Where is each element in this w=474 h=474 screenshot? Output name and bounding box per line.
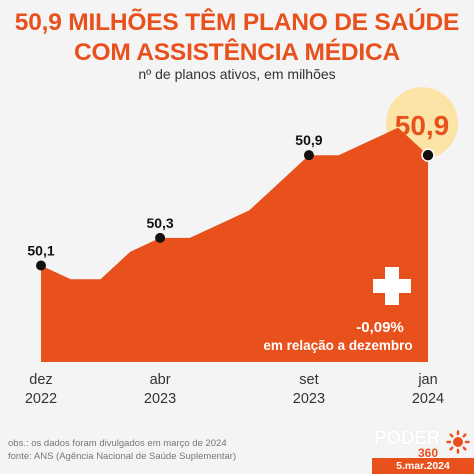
x-tick-year: 2023 bbox=[292, 391, 326, 407]
change-value: -0,09% bbox=[356, 319, 404, 336]
sun-icon bbox=[446, 430, 470, 454]
x-tick-year: 2024 bbox=[411, 391, 445, 407]
x-tick-month: set bbox=[299, 372, 319, 388]
data-label-1: 50,3 bbox=[146, 215, 173, 231]
data-label-0: 50,1 bbox=[27, 242, 54, 258]
data-point-2 bbox=[303, 150, 314, 161]
logo-number: 360 bbox=[418, 446, 439, 460]
poder360-logo: PODER 360 5.mar.2024 bbox=[372, 428, 474, 474]
plus-icon bbox=[373, 267, 411, 305]
note-source: fonte: ANS (Agência Nacional de Saúde Su… bbox=[8, 451, 237, 462]
title-line-2: COM ASSISTÊNCIA MÉDICA bbox=[74, 39, 400, 66]
x-tick-month: dez bbox=[29, 372, 53, 388]
data-point-0 bbox=[36, 260, 46, 271]
x-tick-1: abr 2023 bbox=[120, 371, 200, 409]
chart-subtitle: nº de planos ativos, em milhões bbox=[138, 66, 336, 82]
data-point-1 bbox=[155, 232, 166, 243]
x-tick-month: jan bbox=[418, 372, 438, 388]
x-tick-year: 2023 bbox=[143, 391, 177, 407]
area-series bbox=[41, 127, 428, 362]
x-tick-3: jan 2024 bbox=[388, 371, 468, 409]
chart-title: 50,9 MILHÕES TÊM PLANO DE SAÚDE COM ASSI… bbox=[0, 8, 474, 68]
data-label-2: 50,9 bbox=[295, 132, 322, 148]
x-tick-year: 2022 bbox=[24, 391, 58, 407]
data-point-3 bbox=[421, 148, 435, 162]
note-obs: obs.: os dados foram divulgados em março… bbox=[8, 438, 227, 449]
change-caption: em relação a dezembro bbox=[263, 338, 412, 353]
data-label-3: 50,9 bbox=[395, 110, 450, 141]
x-tick-2: set 2023 bbox=[269, 371, 349, 409]
x-tick-0: dez 2022 bbox=[1, 371, 81, 409]
logo-word: PODER bbox=[374, 428, 441, 449]
title-line-1: 50,9 MILHÕES TÊM PLANO DE SAÚDE bbox=[14, 9, 460, 36]
x-tick-month: abr bbox=[149, 372, 171, 388]
date-badge: 5.mar.2024 bbox=[372, 458, 474, 474]
